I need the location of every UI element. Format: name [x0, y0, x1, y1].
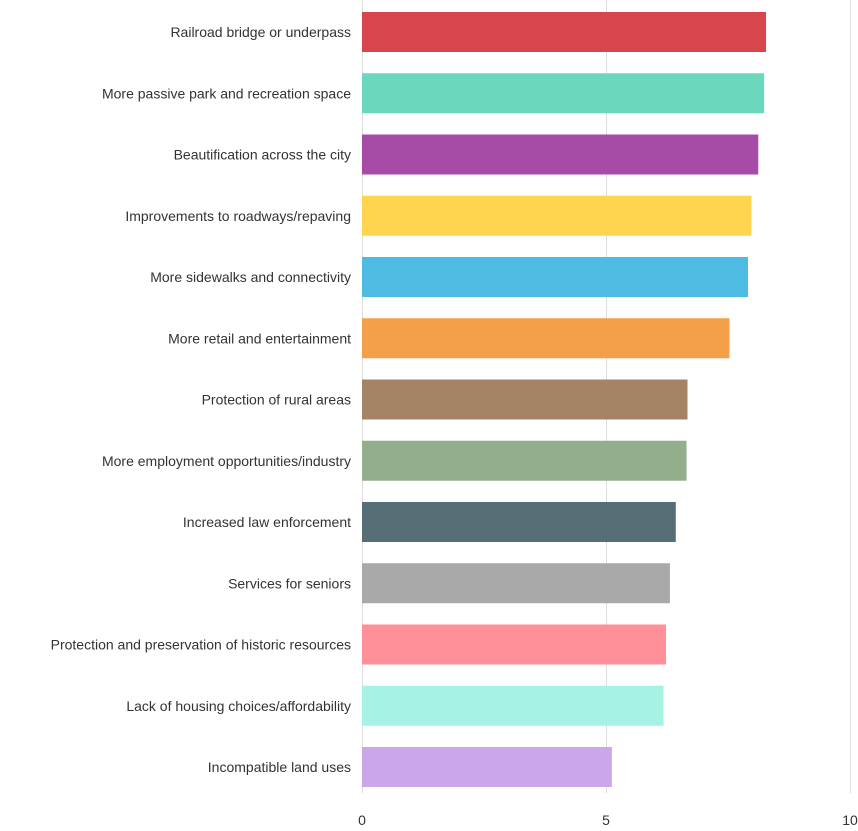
- bar: [362, 257, 749, 297]
- category-label: More passive park and recreation space: [102, 85, 351, 101]
- bar: [362, 379, 688, 420]
- category-label: Beautification across the city: [174, 147, 351, 163]
- category-label: Protection and preservation of historic …: [51, 637, 351, 653]
- category-label: Protection of rural areas: [202, 392, 351, 408]
- bar: [362, 12, 767, 52]
- category-label: More employment opportunities/industry: [102, 453, 351, 469]
- x-tick-label: 0: [358, 812, 366, 828]
- bar: [362, 134, 759, 175]
- category-label: Lack of housing choices/affordability: [126, 698, 351, 714]
- bar: [362, 73, 765, 114]
- category-label: Services for seniors: [228, 575, 351, 591]
- category-label: More sidewalks and connectivity: [150, 269, 351, 285]
- category-label: More retail and entertainment: [168, 330, 351, 346]
- bar: [362, 440, 687, 481]
- bar: [362, 747, 612, 787]
- category-label: Increased law enforcement: [183, 514, 351, 530]
- bar: [362, 318, 730, 359]
- bar: [362, 624, 667, 665]
- x-axis-ticks: 0 5 10: [358, 812, 858, 828]
- bar: [362, 502, 676, 542]
- category-label: Improvements to roadways/repaving: [125, 208, 351, 224]
- x-tick-label: 5: [602, 812, 610, 828]
- bar: [362, 563, 670, 604]
- bar: [362, 195, 752, 236]
- x-tick-label: 10: [842, 812, 858, 828]
- category-label: Railroad bridge or underpass: [170, 24, 351, 40]
- category-label: Incompatible land uses: [208, 759, 351, 775]
- bar: [362, 685, 664, 726]
- bars: [362, 12, 767, 787]
- category-labels: Railroad bridge or underpass More passive…: [51, 24, 352, 775]
